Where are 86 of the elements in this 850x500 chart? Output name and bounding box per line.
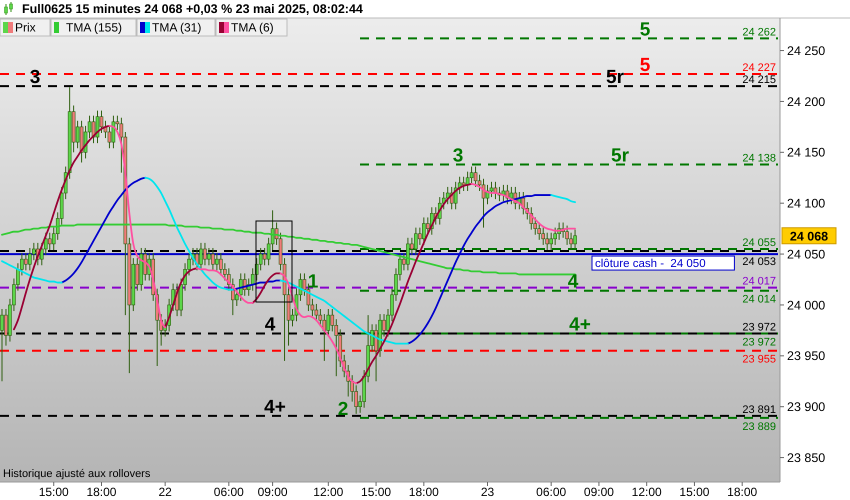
x-tick-label: 15:00 [38, 485, 70, 499]
legend-label: TMA (31) [152, 20, 202, 34]
legend-label: Prix [15, 20, 36, 34]
ref-line-label: 24 053 [742, 256, 776, 268]
x-tick-label: 12:00 [632, 485, 662, 499]
y-tick-label: 23 900 [787, 400, 826, 414]
ref-line-label: 24 262 [742, 26, 776, 38]
candlestick [545, 232, 549, 250]
x-tick-label: 18:00 [727, 485, 758, 499]
candlestick [422, 216, 426, 246]
candlestick [258, 247, 262, 271]
candlestick [96, 110, 100, 144]
ref-line-label: 24 055 [742, 236, 776, 249]
chart-title: Full0625 15 minutes 24 068 +0,03 % 23 mai 2025, 08:02:44 [22, 2, 363, 16]
candlestick [494, 181, 498, 200]
x-tick-label: 18:00 [408, 485, 440, 499]
candlestick [24, 252, 28, 271]
annotation: Historique ajusté aux rollovers [3, 468, 151, 480]
ref-line-label: 23 955 [742, 354, 776, 366]
candlestick [215, 252, 219, 271]
candlestick [262, 247, 266, 266]
text: 24 068 [790, 229, 828, 244]
ref-line-label: 23 889 [742, 420, 776, 433]
candlestick [48, 232, 52, 250]
legend-label: TMA (155) [66, 20, 122, 34]
annotation: 5 [640, 54, 651, 76]
annotation: 4 [264, 314, 276, 336]
y-tick-label: 23 950 [787, 349, 826, 364]
candlestick [108, 125, 112, 149]
candlestick [354, 384, 358, 414]
candlestick [474, 166, 478, 188]
x-tick-label: 15:00 [361, 485, 392, 499]
y-tick-label: 23 850 [787, 450, 826, 465]
candlestick [374, 324, 378, 382]
y-tick-label: 24 150 [787, 146, 826, 160]
y-tick-label: 24 100 [787, 196, 826, 211]
x-tick-label: 06:00 [214, 485, 244, 499]
candlestick [195, 247, 199, 271]
x-tick-label: 09:00 [258, 485, 288, 499]
y-tick-label: 24 000 [787, 298, 826, 312]
candlestick [314, 303, 318, 322]
candlestick [330, 308, 334, 332]
annotation: 1 [308, 272, 319, 293]
candlestick [92, 115, 96, 144]
ref-line-label: 23 972 [742, 336, 776, 348]
y-tick-label: 24 050 [787, 247, 826, 262]
candlestick [573, 229, 577, 250]
x-tick-label: 18:00 [86, 485, 117, 499]
ref-line-label: 24 215 [742, 74, 776, 86]
annotation: 2 [338, 398, 348, 420]
y-tick-label: 24 250 [787, 44, 826, 58]
candlestick [510, 186, 514, 205]
x-tick-label: 09:00 [584, 485, 614, 499]
x-tick-label: 15:00 [679, 485, 710, 499]
x-tick-label: 23 [480, 485, 494, 499]
annotation: 5r [611, 146, 630, 167]
candlestick [28, 247, 32, 271]
annotation: 5 [640, 19, 651, 40]
candlestick [211, 247, 215, 271]
x-tick-label: 06:00 [536, 485, 567, 499]
ref-line-label: 24 017 [742, 276, 776, 288]
annotation: 5r [606, 67, 625, 88]
ref-line-label: 24 014 [742, 294, 776, 306]
candlestick [219, 252, 223, 276]
candlestick [414, 227, 418, 256]
annotation: 4+ [569, 314, 591, 336]
ref-line-label: 23 972 [742, 321, 776, 334]
candlestick [199, 242, 203, 271]
annotation: 4 [568, 272, 579, 293]
candlestick [482, 178, 486, 228]
candlestick [470, 166, 474, 184]
x-tick-label: 12:00 [313, 485, 344, 499]
ref-line-label: 24 227 [742, 62, 776, 74]
candlestick [0, 308, 4, 382]
annotation: 3 [452, 146, 464, 167]
ref-line-label: 24 138 [742, 152, 776, 165]
y-tick-label: 24 200 [787, 94, 826, 109]
annotation: 4+ [264, 396, 286, 418]
x-tick-label: 22 [158, 485, 172, 499]
ref-line-label: clôture cash - 24 050 [595, 258, 706, 270]
candlestick [203, 242, 207, 266]
candlestick [207, 247, 211, 266]
ref-line-label: 23 891 [742, 404, 776, 416]
legend-label: TMA (6) [231, 20, 274, 34]
candlestick [40, 242, 44, 266]
candlestick [418, 227, 422, 246]
